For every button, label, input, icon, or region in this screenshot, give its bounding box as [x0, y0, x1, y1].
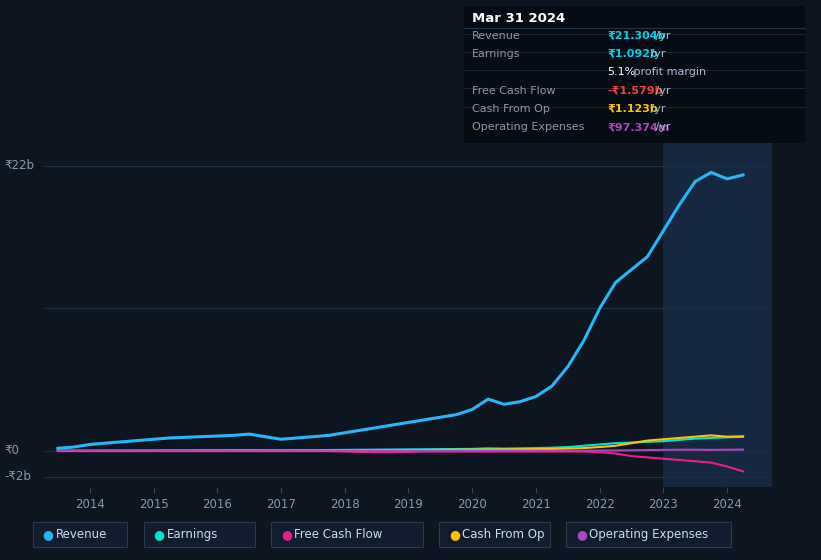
Text: ₹1.092b: ₹1.092b	[608, 49, 658, 59]
Text: -₹2b: -₹2b	[4, 470, 31, 483]
Text: ₹0: ₹0	[4, 445, 19, 458]
Text: /yr: /yr	[652, 122, 671, 132]
Text: Mar 31 2024: Mar 31 2024	[472, 12, 566, 25]
Text: ●: ●	[449, 528, 460, 542]
Text: ₹21.304b: ₹21.304b	[608, 31, 666, 41]
Text: ●: ●	[154, 528, 164, 542]
Text: ₹22b: ₹22b	[4, 160, 34, 172]
Text: Earnings: Earnings	[472, 49, 521, 59]
Text: 5.1%: 5.1%	[608, 67, 635, 77]
Text: /yr: /yr	[652, 86, 671, 96]
Text: /yr: /yr	[652, 31, 671, 41]
Text: Earnings: Earnings	[167, 528, 218, 542]
Text: Revenue: Revenue	[472, 31, 521, 41]
Text: ●: ●	[281, 528, 291, 542]
Text: ₹97.374m: ₹97.374m	[608, 122, 670, 132]
Text: Operating Expenses: Operating Expenses	[472, 122, 585, 132]
Legend: Revenue, Earnings, Free Cash Flow, Cash From Op, Operating Expenses: Revenue, Earnings, Free Cash Flow, Cash …	[11, 542, 530, 560]
Text: /yr: /yr	[647, 104, 665, 114]
Text: Operating Expenses: Operating Expenses	[589, 528, 709, 542]
Text: -₹1.579b: -₹1.579b	[608, 86, 663, 96]
Text: profit margin: profit margin	[630, 67, 706, 77]
Text: Revenue: Revenue	[56, 528, 108, 542]
Text: Cash From Op: Cash From Op	[472, 104, 550, 114]
Text: ₹1.123b: ₹1.123b	[608, 104, 658, 114]
Text: ●: ●	[43, 528, 53, 542]
Text: Free Cash Flow: Free Cash Flow	[472, 86, 556, 96]
Text: Cash From Op: Cash From Op	[462, 528, 544, 542]
Text: Free Cash Flow: Free Cash Flow	[294, 528, 383, 542]
Text: ●: ●	[576, 528, 587, 542]
Text: /yr: /yr	[647, 49, 665, 59]
Bar	[663, 140, 772, 487]
